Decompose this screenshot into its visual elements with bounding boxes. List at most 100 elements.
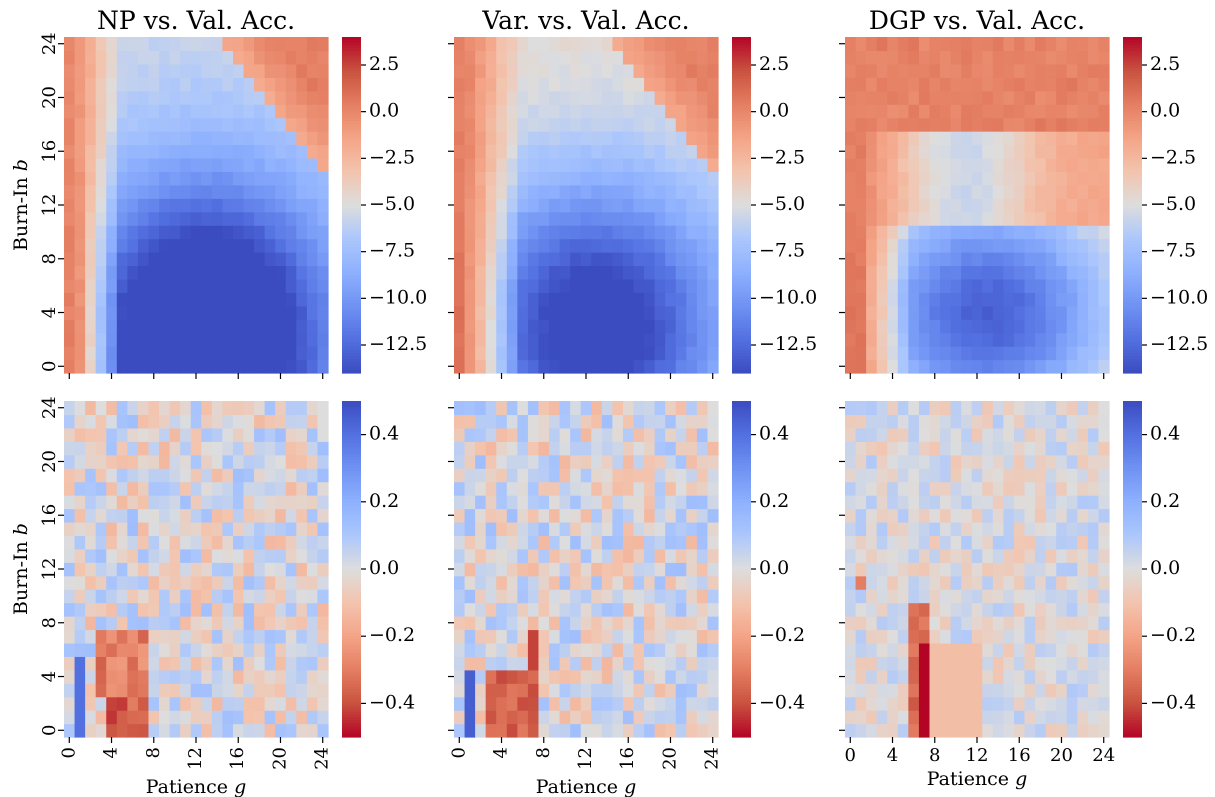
heatmap-cell — [1066, 441, 1078, 456]
heatmap-cell — [116, 508, 128, 523]
heatmap-cell — [686, 332, 698, 347]
y-tick-label: 12 — [39, 558, 60, 581]
heatmap-cell — [264, 535, 276, 550]
heatmap-cell — [707, 265, 719, 280]
heatmap-cell — [675, 481, 687, 496]
heatmap-cell — [887, 723, 899, 738]
heatmap-cell — [940, 656, 952, 671]
colorbar-segment — [1123, 734, 1142, 738]
colorbar-segment — [342, 583, 361, 587]
heatmap-cell — [940, 495, 952, 510]
heatmap-cell — [116, 238, 128, 253]
heatmap-cell — [64, 575, 76, 590]
colorbar-segment — [732, 171, 751, 175]
heatmap-cell — [485, 225, 497, 240]
heatmap-cell — [1003, 414, 1015, 429]
heatmap-cell — [1024, 481, 1036, 496]
heatmap-cell — [580, 90, 592, 105]
heatmap-cell — [1035, 642, 1047, 657]
heatmap-cell — [654, 198, 666, 213]
heatmap-cell — [633, 117, 645, 132]
heatmap-cell — [275, 157, 287, 172]
heatmap-cell — [106, 37, 118, 52]
heatmap-cell — [591, 305, 603, 320]
heatmap-cell — [950, 265, 962, 280]
heatmap-cell — [992, 305, 1004, 320]
heatmap-cell — [148, 481, 160, 496]
heatmap-cell — [686, 629, 698, 644]
heatmap-cell — [275, 548, 287, 563]
colorbar-segment — [1123, 434, 1142, 438]
colorbar-segment — [732, 644, 751, 648]
heatmap-cell — [1003, 629, 1015, 644]
heatmap-cell — [64, 535, 76, 550]
heatmap-cell — [127, 225, 139, 240]
heatmap-cell — [1098, 198, 1110, 213]
heatmap-cell — [1077, 131, 1089, 146]
heatmap-cell — [201, 37, 213, 52]
heatmap-cell — [929, 184, 941, 199]
heatmap-cell — [686, 211, 698, 226]
colorbar-segment — [342, 619, 361, 623]
heatmap-cell — [116, 723, 128, 738]
heatmap-cell — [232, 278, 245, 293]
heatmap-cell — [464, 481, 476, 496]
heatmap-cell — [211, 548, 223, 563]
heatmap-cell — [1003, 225, 1015, 240]
heatmap-cell — [908, 131, 920, 146]
heatmap-cell — [211, 265, 223, 280]
colorbar-segment — [1123, 527, 1142, 531]
heatmap-cell — [622, 117, 635, 132]
heatmap-cell — [1045, 171, 1057, 186]
heatmap-cell — [254, 211, 266, 226]
heatmap-cell — [254, 468, 266, 483]
heatmap-cell — [464, 77, 476, 92]
heatmap-cell — [559, 104, 571, 119]
colorbar-segment — [342, 42, 361, 46]
heatmap-cell — [633, 508, 645, 523]
colorbar-segment — [732, 191, 751, 195]
heatmap-cell — [1035, 481, 1047, 496]
heatmap-cell — [696, 414, 709, 429]
heatmap-cell — [496, 562, 508, 577]
heatmap-cell — [180, 629, 192, 644]
heatmap-cell — [527, 535, 540, 550]
heatmap-cell — [538, 414, 550, 429]
colorbar-segment — [732, 247, 751, 251]
heatmap-cell — [665, 562, 677, 577]
heatmap-cell — [180, 401, 192, 416]
heatmap-cell — [243, 710, 255, 725]
heatmap-cell — [232, 171, 245, 186]
heatmap-cell — [1066, 50, 1078, 65]
colorbar-segment — [342, 59, 361, 63]
heatmap-cell — [1056, 562, 1068, 577]
heatmap-cell — [982, 77, 994, 92]
heatmap-cell — [538, 238, 550, 253]
heatmap-cell — [127, 562, 139, 577]
heatmap-cell — [908, 454, 920, 469]
y-tick-label: 24 — [39, 32, 60, 55]
heatmap-cell — [1077, 683, 1089, 698]
colorbar-segment — [1123, 154, 1142, 158]
heatmap-cell — [918, 683, 931, 698]
heatmap-cell — [1087, 548, 1100, 563]
heatmap-cell — [190, 144, 202, 159]
heatmap-cell — [1024, 359, 1036, 374]
heatmap-cell — [254, 198, 266, 213]
heatmap-cell — [654, 211, 666, 226]
heatmap-cell — [1098, 211, 1110, 226]
heatmap-cell — [127, 629, 139, 644]
heatmap-cell — [675, 37, 687, 52]
heatmap-cell — [961, 696, 973, 711]
heatmap-cell — [106, 77, 118, 92]
heatmap-cell — [190, 77, 202, 92]
colorbar-segment — [342, 521, 361, 525]
heatmap-cell — [580, 629, 592, 644]
colorbar-segment — [342, 412, 361, 416]
heatmap-cell — [686, 278, 698, 293]
colorbar-segment — [1123, 675, 1142, 679]
heatmap-cell — [264, 548, 276, 563]
heatmap-cell — [264, 157, 276, 172]
heatmap-cell — [243, 696, 255, 711]
heatmap-cell — [1087, 37, 1100, 52]
